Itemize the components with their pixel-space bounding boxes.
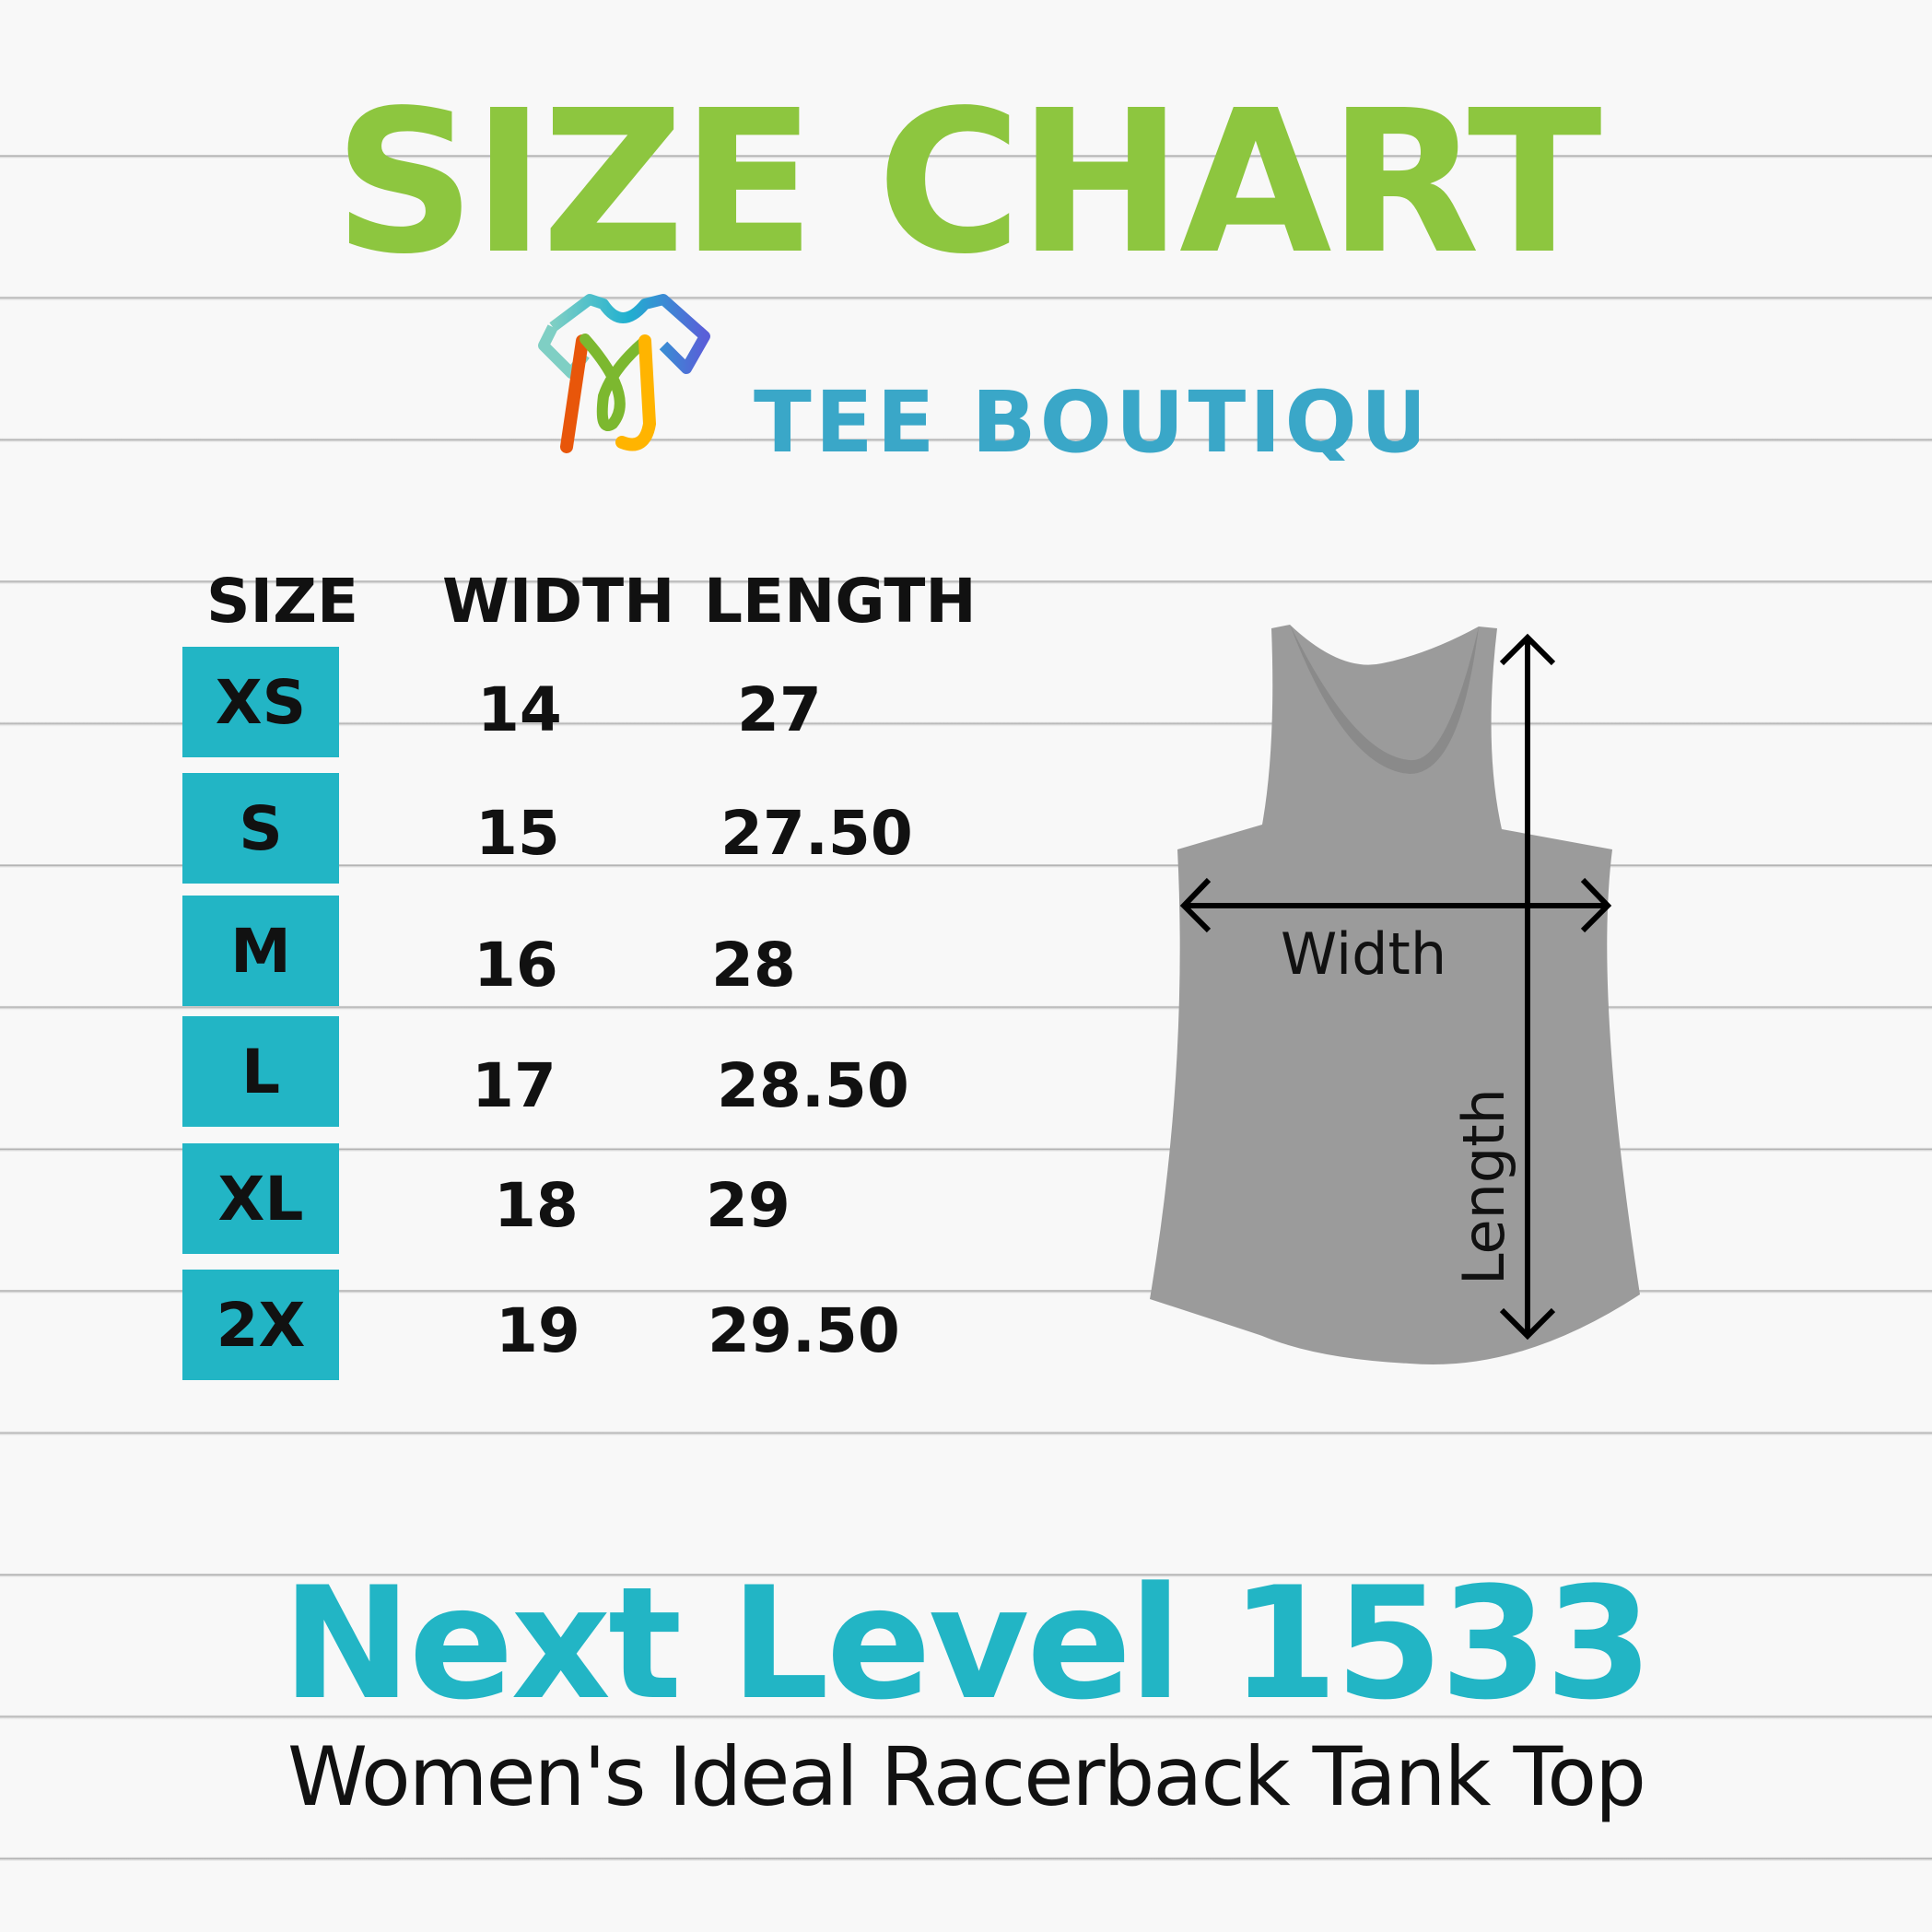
size-cell: S — [182, 773, 339, 884]
product-model: Next Level 1533 — [282, 1553, 1653, 1734]
width-label: Width — [1281, 920, 1446, 988]
logo-text: TEE BOUTIQUE — [754, 373, 1419, 461]
length-cell: 28.50 — [717, 1050, 909, 1121]
length-cell: 29.50 — [708, 1295, 900, 1366]
length-cell: 27 — [737, 674, 822, 745]
product-description: Women's Ideal Racerback Tank Top — [287, 1729, 1646, 1824]
width-cell: 16 — [474, 930, 558, 1001]
size-cell: 2X — [182, 1270, 339, 1380]
width-cell: 15 — [475, 798, 560, 869]
size-cell: M — [182, 896, 339, 1006]
tank-top-illustration — [1150, 625, 1640, 1365]
size-cell: XL — [182, 1143, 339, 1254]
header-length: LENGTH — [704, 566, 977, 637]
length-cell: 28 — [711, 930, 796, 1001]
width-cell: 17 — [472, 1050, 556, 1121]
length-cell: 29 — [706, 1170, 790, 1241]
header-width: WIDTH — [442, 566, 675, 637]
width-cell: 19 — [496, 1295, 580, 1366]
tank-top-diagram: Width Length — [1150, 625, 1640, 1365]
size-cell: L — [182, 1016, 339, 1127]
width-cell: 18 — [494, 1170, 579, 1241]
length-label: Length — [1450, 1088, 1517, 1285]
width-cell: 14 — [477, 674, 562, 745]
tee-boutique-logo: TEE BOUTIQUE — [538, 294, 1419, 461]
size-cell: XS — [182, 647, 339, 757]
header-size: SIZE — [206, 566, 359, 637]
length-cell: 27.50 — [720, 798, 913, 869]
page-title: SIZE CHART — [334, 68, 1602, 298]
